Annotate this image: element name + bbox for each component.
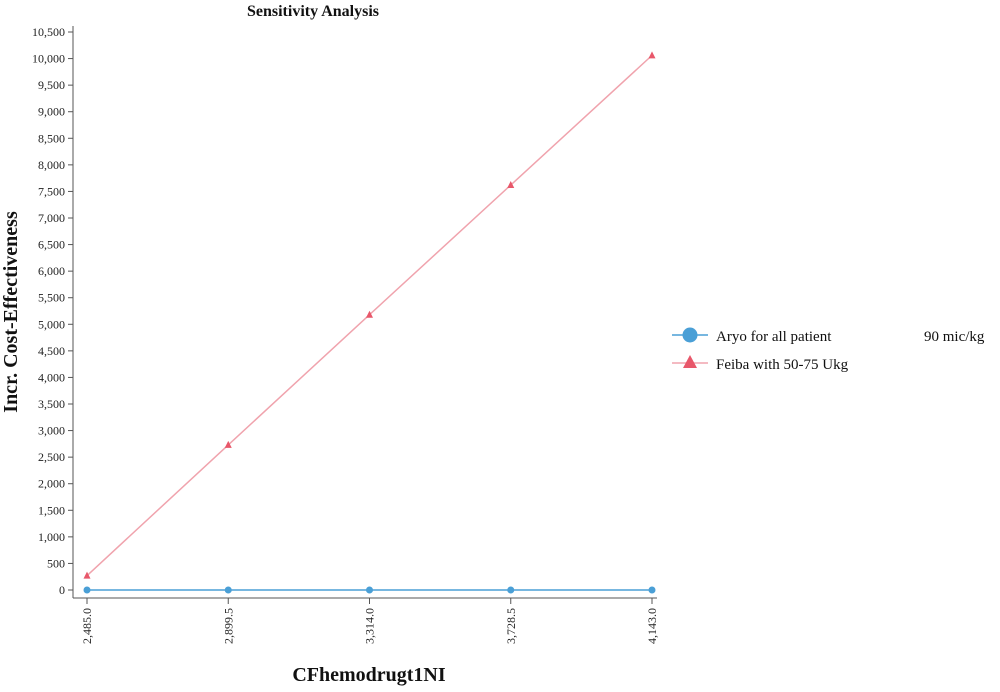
legend: Aryo for all patient 90 mic/kg Feiba with … bbox=[672, 327, 985, 373]
data-point bbox=[507, 181, 515, 189]
data-point bbox=[224, 440, 232, 448]
y-tick-label: 1,500 bbox=[38, 503, 65, 517]
y-tick-label: 10,000 bbox=[32, 52, 65, 66]
y-tick-label: 3,000 bbox=[38, 424, 65, 438]
series-layer bbox=[83, 51, 656, 594]
y-tick-label: 6,500 bbox=[38, 238, 65, 252]
x-axis-ticks: 2,485.0 2,899.5 3,314.0 3,728.5 4,143.0 bbox=[80, 598, 659, 644]
chart-title: Sensitivity Analysis bbox=[247, 3, 379, 20]
y-tick-label: 5,000 bbox=[38, 317, 65, 331]
legend-circle-marker bbox=[682, 327, 698, 343]
axes bbox=[72, 26, 657, 599]
x-tick-label: 3,728.5 bbox=[504, 608, 518, 644]
y-tick-label: 4,500 bbox=[38, 344, 65, 358]
data-point bbox=[648, 586, 656, 594]
legend-label-aryo: Aryo for all patient bbox=[716, 329, 832, 345]
data-point bbox=[83, 586, 91, 594]
y-tick-label: 5,500 bbox=[38, 291, 65, 305]
y-tick-label: 500 bbox=[47, 556, 65, 570]
series-triangle bbox=[83, 51, 656, 579]
x-tick-label: 2,485.0 bbox=[80, 608, 94, 644]
y-tick-label: 7,500 bbox=[38, 184, 65, 198]
y-tick-label: 10,500 bbox=[32, 25, 65, 39]
y-axis-label: Incr. Cost-Effectiveness bbox=[0, 211, 22, 413]
legend-triangle-marker bbox=[683, 355, 697, 368]
series-circle bbox=[83, 586, 656, 594]
y-tick-label: 1,000 bbox=[38, 530, 65, 544]
data-point bbox=[366, 586, 373, 594]
y-axis-ticks: 0 500 1,000 1,500 2,000 2,500 3,000 3,500 4,000 4… bbox=[32, 25, 73, 597]
y-tick-label: 9,500 bbox=[38, 78, 65, 92]
y-tick-label: 4,000 bbox=[38, 370, 65, 384]
data-point bbox=[648, 51, 656, 59]
y-tick-label: 0 bbox=[59, 583, 65, 597]
data-point bbox=[83, 571, 91, 579]
y-tick-label: 6,000 bbox=[38, 264, 65, 278]
x-tick-label: 4,143.0 bbox=[645, 608, 659, 644]
x-tick-label: 3,314.0 bbox=[363, 608, 377, 644]
data-point bbox=[366, 310, 373, 318]
y-tick-label: 2,000 bbox=[38, 477, 65, 491]
legend-label-aryo-dose: 90 mic/kg bbox=[924, 329, 985, 345]
y-tick-label: 8,000 bbox=[38, 158, 65, 172]
x-tick-label: 2,899.5 bbox=[221, 608, 235, 644]
y-tick-label: 7,000 bbox=[38, 211, 65, 225]
data-point bbox=[224, 586, 232, 594]
y-tick-label: 3,500 bbox=[38, 397, 65, 411]
y-tick-label: 2,500 bbox=[38, 450, 65, 464]
y-tick-label: 8,500 bbox=[38, 131, 65, 145]
legend-label-feiba: Feiba with 50-75 Ukg bbox=[716, 357, 849, 373]
x-axis-label: CFhemodrugt1NI bbox=[292, 664, 446, 686]
y-tick-label: 9,000 bbox=[38, 105, 65, 119]
data-point bbox=[507, 586, 515, 594]
